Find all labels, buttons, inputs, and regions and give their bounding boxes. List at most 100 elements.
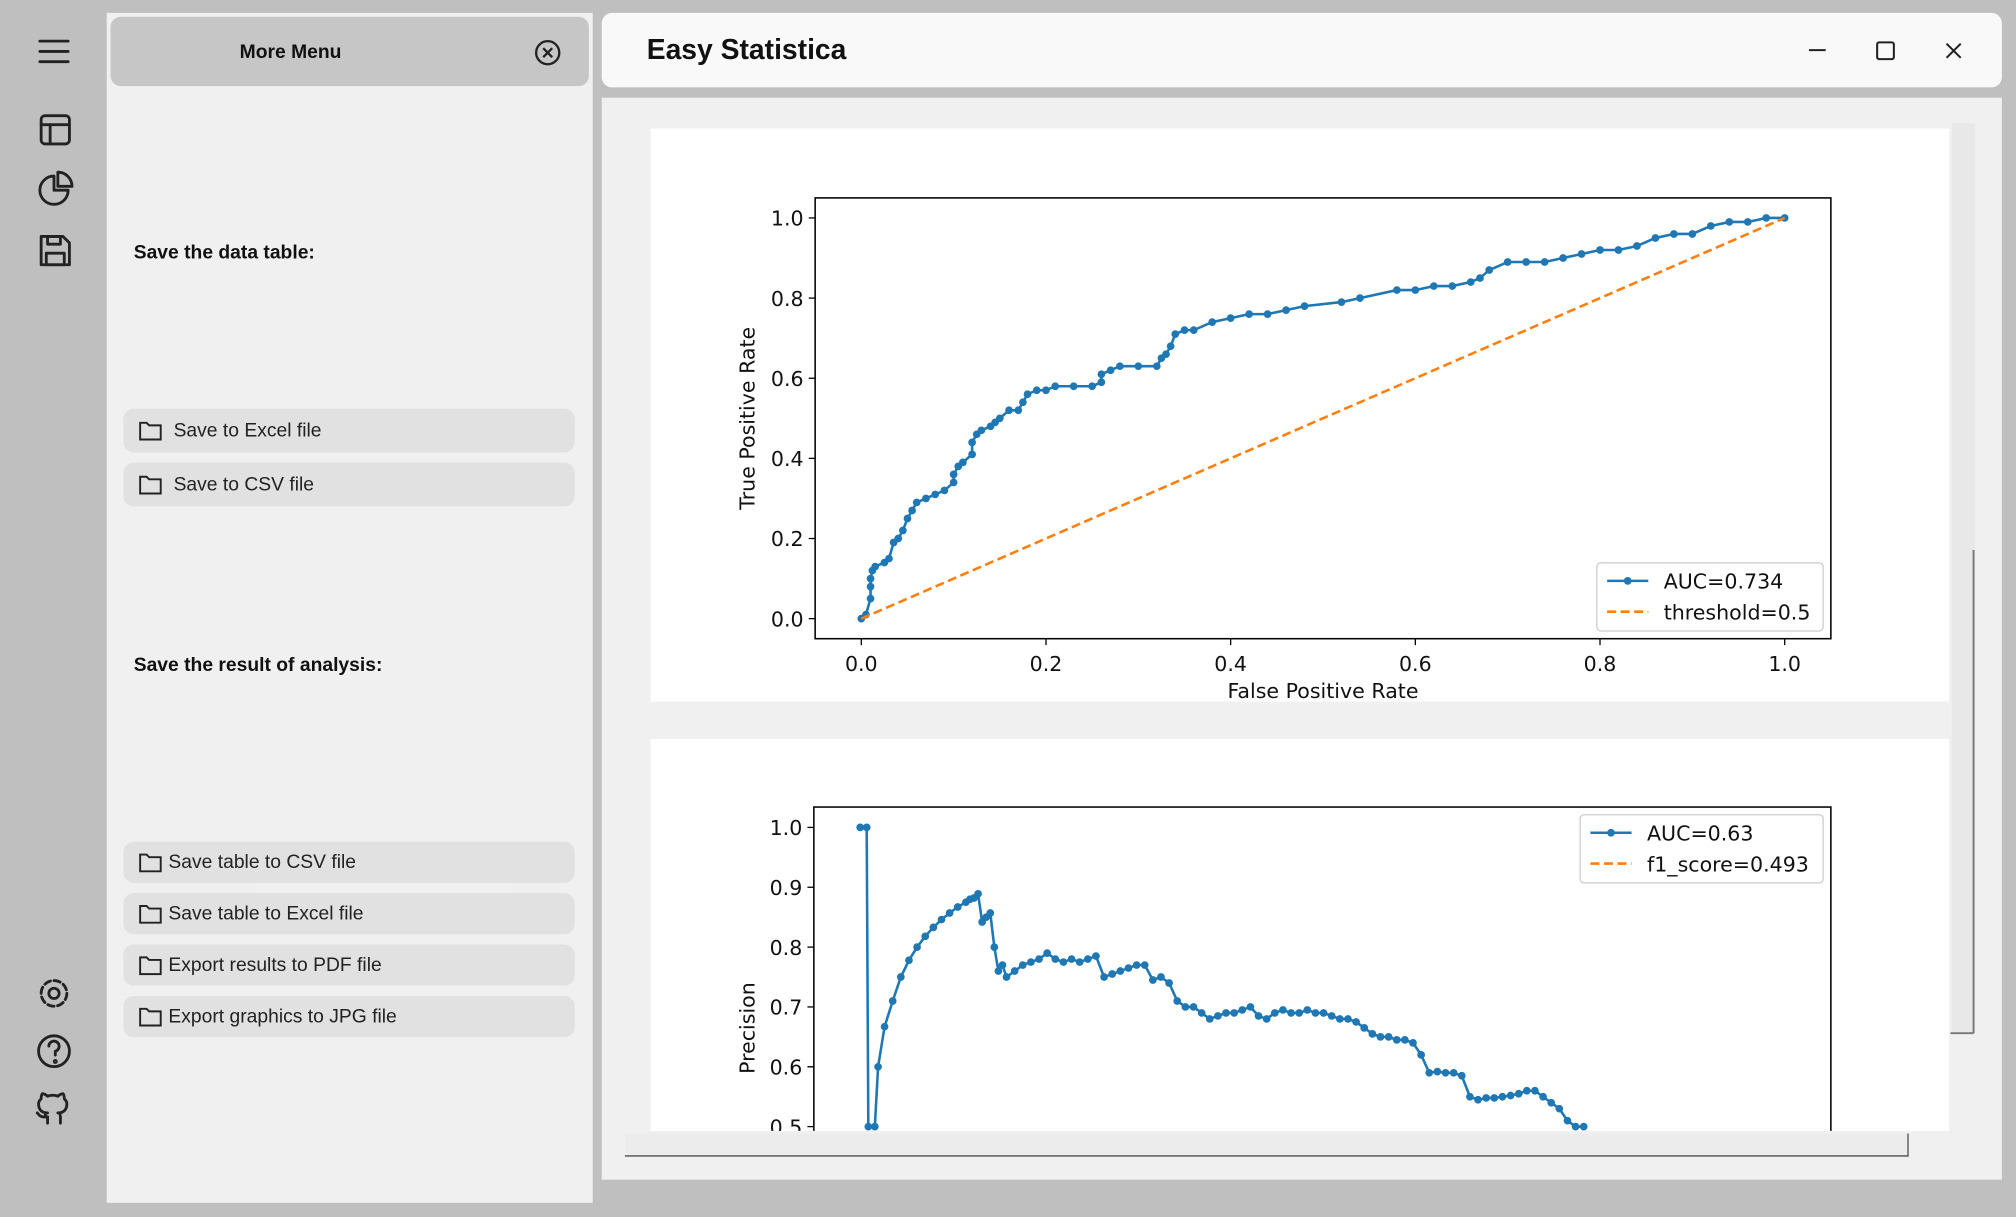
point <box>1540 258 1549 266</box>
point <box>1115 362 1124 371</box>
x-tick-label: 0.8 <box>1584 652 1617 676</box>
point <box>1181 1003 1190 1011</box>
point <box>1075 958 1084 966</box>
point <box>1376 1033 1385 1041</box>
table-icon[interactable] <box>39 114 71 146</box>
point <box>1429 282 1438 290</box>
menu-button[interactable]: Export graphics to JPG file <box>123 995 575 1038</box>
point <box>1043 949 1052 957</box>
point <box>1360 1024 1369 1032</box>
point <box>1208 318 1217 326</box>
y-axis-label: True Positive Rate <box>736 327 760 511</box>
vertical-scrollbar[interactable] <box>1951 123 1975 1034</box>
point <box>1356 294 1364 302</box>
point <box>1222 1009 1230 1017</box>
point <box>856 823 865 832</box>
point <box>1571 1122 1580 1131</box>
point <box>880 1022 889 1031</box>
folder-icon <box>139 956 162 976</box>
point <box>1279 1006 1287 1014</box>
menu-button[interactable]: Save table to Excel file <box>123 893 575 935</box>
point <box>1014 406 1023 415</box>
y-tick-label: 0.6 <box>770 1056 803 1080</box>
menu-button[interactable]: Export results to PDF file <box>123 944 575 986</box>
point <box>1392 1036 1401 1044</box>
settings-icon[interactable] <box>39 979 69 1008</box>
close-menu-icon[interactable] <box>534 39 562 67</box>
point <box>1116 967 1125 975</box>
menu-header <box>110 16 589 87</box>
point <box>1384 1033 1393 1041</box>
point <box>921 932 930 941</box>
menu-button[interactable]: Save to CSV file <box>123 462 575 507</box>
x-tick-label: 0.2 <box>1030 652 1063 676</box>
point <box>1506 1091 1515 1100</box>
horizontal-scrollbar[interactable] <box>624 1133 1908 1157</box>
point <box>1173 997 1182 1005</box>
point <box>940 486 949 495</box>
chart-icon[interactable] <box>38 170 74 206</box>
roc-chart: 0.0 0.2 0.4 0.6 0.8 1.0 0.0 0.2 0.4 0.6 0.8 1.0 Fals… <box>736 197 1832 703</box>
point <box>871 562 880 571</box>
point <box>1152 362 1161 371</box>
point <box>903 514 912 523</box>
point <box>1042 386 1050 395</box>
y-tick-label: 0.5 <box>770 1115 803 1139</box>
point <box>1166 342 1175 351</box>
hamburger-icon[interactable] <box>38 39 70 64</box>
menu-button[interactable]: Save table to CSV file <box>123 841 575 883</box>
point <box>1282 306 1290 314</box>
github-icon[interactable] <box>35 1092 69 1125</box>
help-icon[interactable] <box>37 1034 71 1069</box>
point <box>1706 222 1715 230</box>
point <box>1441 1068 1450 1077</box>
point <box>1067 955 1076 963</box>
point <box>1108 970 1117 978</box>
point <box>1205 1015 1214 1023</box>
point <box>1531 1086 1539 1095</box>
point <box>913 943 921 951</box>
plot-frame <box>814 197 1832 640</box>
point <box>998 961 1007 969</box>
point <box>1180 326 1189 334</box>
point <box>862 823 871 832</box>
button-label: Export graphics to JPG file <box>168 1005 397 1028</box>
section-heading: Save the result of analysis: <box>133 654 383 676</box>
button-label: Save table to CSV file <box>168 851 357 874</box>
point <box>1197 1009 1206 1017</box>
point <box>1466 1092 1474 1101</box>
point <box>864 1122 873 1131</box>
point <box>968 438 976 447</box>
y-tick-label: 0.9 <box>770 876 803 900</box>
point <box>974 889 982 898</box>
button-label: Save to CSV file <box>173 473 314 496</box>
menu-button[interactable]: Save to Excel file <box>123 408 575 453</box>
point <box>1226 314 1235 322</box>
point <box>1027 958 1035 966</box>
point <box>1010 967 1019 975</box>
point <box>1005 406 1013 415</box>
folder-icon <box>139 1007 162 1027</box>
point <box>1019 398 1027 407</box>
point <box>1522 1086 1531 1095</box>
legend-label: f1_score=0.493 <box>1647 852 1809 876</box>
point <box>1165 979 1173 987</box>
point <box>1503 258 1512 266</box>
point <box>1032 386 1041 395</box>
folder-icon <box>139 475 162 495</box>
point <box>995 414 1004 423</box>
maximize-button[interactable] <box>1876 41 1895 61</box>
x-tick-label: 0.4 <box>1214 652 1247 676</box>
scroll-thumb[interactable] <box>624 1133 1909 1157</box>
folder-icon <box>139 905 162 924</box>
close-button[interactable] <box>1945 42 1962 59</box>
y-tick-label: 0.7 <box>770 996 803 1020</box>
point <box>899 526 907 535</box>
point <box>1092 952 1100 960</box>
point <box>1490 1094 1499 1102</box>
point <box>929 923 938 932</box>
point <box>1083 955 1092 963</box>
x-axis-label: False Positive Rate <box>1227 679 1418 703</box>
save-icon[interactable] <box>39 235 71 267</box>
